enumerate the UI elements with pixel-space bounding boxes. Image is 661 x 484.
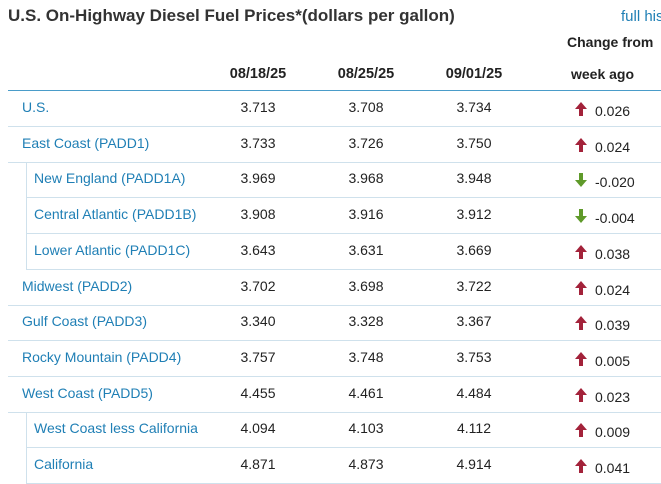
- row-divider: [26, 233, 661, 235]
- price-cell: 3.643: [240, 241, 276, 258]
- arrow-down-icon: [575, 173, 587, 188]
- price-cell: 3.733: [240, 134, 276, 151]
- arrow-up-icon: [575, 137, 587, 152]
- indent-guide: [26, 162, 27, 199]
- weekly-change-value: -0.020: [595, 174, 635, 191]
- arrow-up-icon: [575, 280, 587, 295]
- price-cell: 3.722: [456, 277, 492, 294]
- price-cell: 3.328: [348, 313, 384, 330]
- price-cell: 4.094: [240, 420, 276, 437]
- region-name-link[interactable]: Lower Atlantic (PADD1C): [34, 241, 191, 258]
- arrow-down-icon: [575, 209, 587, 224]
- region-name-link[interactable]: New England (PADD1A): [34, 170, 186, 187]
- row-divider: [26, 197, 661, 199]
- arrow-up-icon: [575, 316, 587, 331]
- region-name-link[interactable]: Rocky Mountain (PADD4): [22, 348, 182, 365]
- weekly-change-value: -0.004: [595, 210, 635, 227]
- arrow-up-icon: [575, 244, 587, 259]
- region-name-link[interactable]: Midwest (PADD2): [22, 277, 133, 294]
- price-cell: 3.669: [456, 241, 492, 258]
- price-cell: 4.914: [456, 456, 492, 472]
- header-divider: [8, 90, 661, 91]
- date-header-1: 08/18/25: [229, 66, 287, 82]
- arrow-up-icon: [575, 351, 587, 366]
- change-header-line1: Change from: [567, 34, 654, 50]
- region-name-link[interactable]: U.S.: [22, 99, 50, 115]
- price-cell: 3.912: [456, 206, 492, 223]
- region-name-link[interactable]: Gulf Coast (PADD3): [22, 313, 147, 330]
- change-header-line2: week ago: [571, 66, 635, 82]
- row-divider: [26, 447, 661, 449]
- date-header-2: 08/25/25: [337, 66, 395, 82]
- weekly-change-value: 0.038: [595, 245, 631, 262]
- table-row: East Coast (PADD1) 3.733 3.726 3.750 0.024: [8, 127, 661, 163]
- date-header-3: 09/01/25: [445, 66, 503, 82]
- row-divider: [8, 161, 661, 163]
- indent-guide: [26, 233, 27, 270]
- region-name-link[interactable]: West Coast less California: [34, 420, 198, 437]
- region-name-link[interactable]: East Coast (PADD1): [22, 134, 150, 151]
- arrow-up-icon: [575, 423, 587, 438]
- arrow-up-icon: [575, 387, 587, 402]
- table-row: West Coast less California 4.094 4.103 4.11…: [8, 412, 661, 449]
- price-cell: 4.112: [457, 420, 491, 437]
- price-cell: 3.916: [348, 206, 384, 223]
- table-row: Central Atlantic (PADD1B) 3.908 3.916 3.912…: [8, 198, 661, 235]
- row-divider: [8, 375, 661, 377]
- row-divider: [8, 411, 661, 413]
- price-cell: 3.698: [348, 277, 384, 294]
- full-history-link[interactable]: full his: [621, 8, 661, 25]
- weekly-change-value: 0.039: [595, 317, 631, 334]
- price-cell: 4.484: [456, 384, 492, 401]
- weekly-change-value: 0.026: [595, 103, 631, 119]
- price-cell: 4.871: [240, 456, 276, 472]
- table-row: U.S. 3.713 3.708 3.734 0.026: [8, 91, 661, 127]
- indent-guide: [26, 448, 27, 484]
- price-cell: 3.948: [456, 170, 492, 187]
- price-cell: 3.713: [240, 99, 276, 115]
- table-row: New England (PADD1A) 3.969 3.968 3.948 -0.02…: [8, 162, 661, 199]
- table-row: West Coast (PADD5) 4.455 4.461 4.484 0.023: [8, 377, 661, 413]
- price-cell: 3.631: [348, 241, 384, 258]
- weekly-change-value: 0.041: [595, 460, 631, 476]
- region-name-link[interactable]: Central Atlantic (PADD1B): [34, 206, 197, 223]
- price-cell: 3.367: [456, 313, 492, 330]
- price-cell: 3.750: [456, 134, 492, 151]
- weekly-change-value: 0.023: [595, 388, 631, 405]
- weekly-change-value: 0.024: [595, 138, 631, 155]
- price-cell: 3.748: [348, 348, 384, 365]
- table-row: Gulf Coast (PADD3) 3.340 3.328 3.367 0.039: [8, 305, 661, 342]
- price-cell: 4.103: [348, 420, 384, 437]
- table-row: Lower Atlantic (PADD1C) 3.643 3.631 3.669 0.…: [8, 233, 661, 270]
- arrow-up-icon: [575, 102, 587, 116]
- price-cell: 3.969: [240, 170, 276, 187]
- table-row: Rocky Mountain (PADD4) 3.757 3.748 3.753 0.0…: [8, 341, 661, 377]
- row-divider: [8, 340, 661, 342]
- price-cell: 3.708: [348, 99, 384, 115]
- table-title: U.S. On-Highway Diesel Fuel Prices*(doll…: [8, 6, 455, 25]
- weekly-change-value: 0.009: [595, 424, 631, 441]
- indent-guide: [26, 412, 27, 449]
- price-cell: 4.873: [348, 456, 384, 472]
- price-cell: 4.455: [240, 384, 276, 401]
- price-cell: 3.968: [348, 170, 384, 187]
- table-row: Midwest (PADD2) 3.702 3.698 3.722 0.024: [8, 270, 661, 306]
- price-cell: 3.734: [456, 99, 492, 115]
- price-cell: 3.726: [348, 134, 384, 151]
- arrow-up-icon: [575, 459, 587, 473]
- indent-guide: [26, 198, 27, 235]
- weekly-change-value: 0.024: [595, 281, 631, 298]
- row-divider: [26, 268, 661, 270]
- price-cell: 3.757: [240, 348, 276, 365]
- row-divider: [8, 126, 661, 127]
- region-name-link[interactable]: California: [34, 456, 94, 472]
- row-divider: [8, 304, 661, 306]
- price-cell: 3.908: [240, 206, 276, 223]
- weekly-change-value: 0.005: [595, 352, 631, 369]
- price-cell: 4.461: [348, 384, 384, 401]
- price-cell: 3.753: [456, 348, 492, 365]
- region-name-link[interactable]: West Coast (PADD5): [22, 384, 153, 401]
- price-cell: 3.340: [240, 313, 276, 330]
- price-cell: 3.702: [240, 277, 276, 294]
